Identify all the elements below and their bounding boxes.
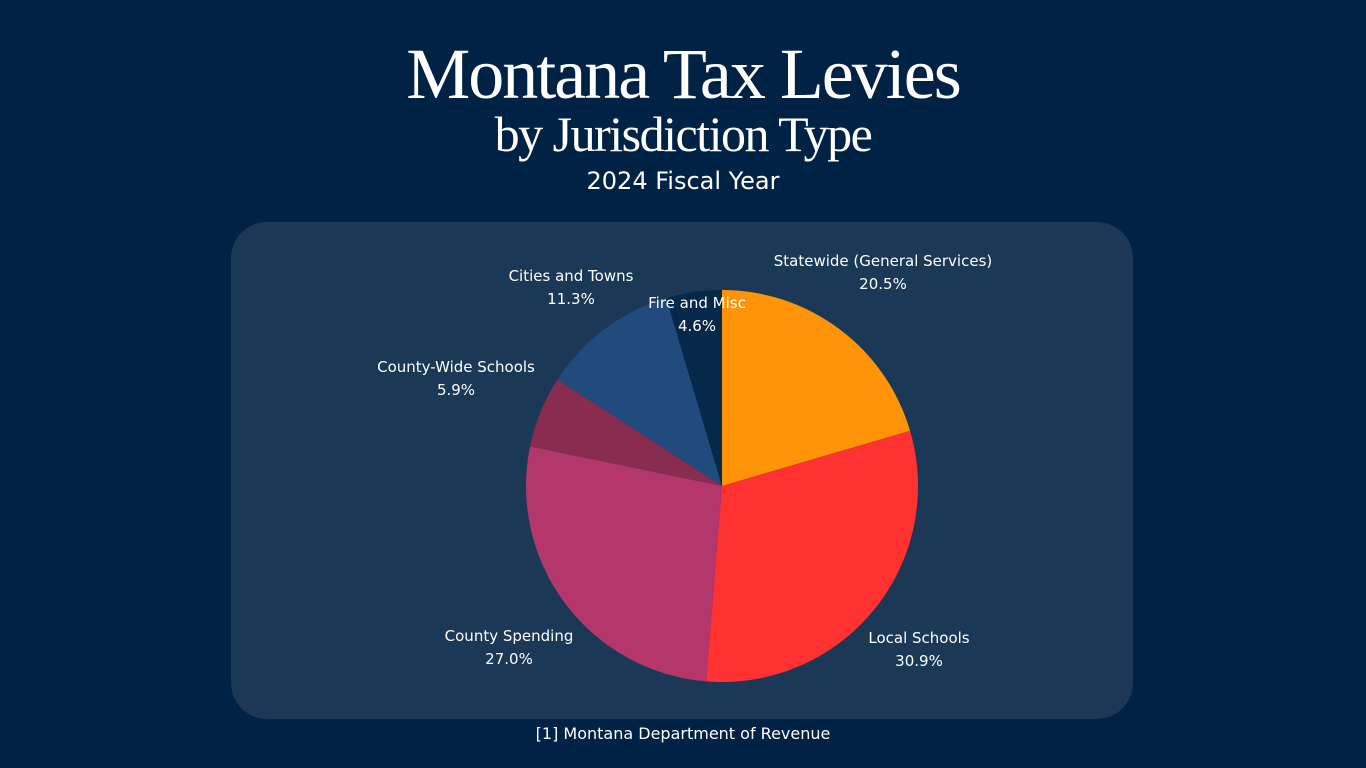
slice-value-label: 30.9% — [895, 652, 943, 670]
slice-name-label: Fire and Misc — [648, 294, 746, 312]
slice-value-label: 20.5% — [859, 275, 907, 293]
slice-value-label: 11.3% — [547, 290, 595, 308]
chart-title: Montana Tax Levies — [406, 34, 961, 114]
fiscal-year-label: 2024 Fiscal Year — [586, 167, 780, 195]
pie-labels: Statewide (General Services) 20.5% Local S… — [377, 252, 992, 670]
pie-slice-county-wide-schools — [530, 379, 722, 486]
pie-chart: Statewide (General Services) 20.5% Local S… — [377, 252, 992, 683]
pie-slice-county-spending — [526, 446, 722, 682]
slice-name-label: Statewide (General Services) — [774, 252, 993, 270]
pie-slice-cities-and-towns — [557, 298, 722, 486]
source-note: [1] Montana Department of Revenue — [535, 724, 831, 743]
chart-subtitle: by Jurisdiction Type — [494, 106, 873, 162]
slice-name-label: County-Wide Schools — [377, 358, 535, 376]
pie-slice-statewide-general-services — [722, 290, 911, 486]
pie-slice-fire-and-misc — [666, 290, 722, 486]
slice-name-label: Local Schools — [868, 629, 969, 647]
slice-value-label: 27.0% — [485, 650, 533, 668]
slice-value-label: 4.6% — [678, 317, 716, 335]
slice-value-label: 5.9% — [437, 381, 475, 399]
pie-slice-local-schools — [706, 430, 919, 683]
pie-slices — [526, 290, 919, 683]
slice-name-label: County Spending — [445, 627, 574, 645]
slice-name-label: Cities and Towns — [509, 267, 634, 285]
